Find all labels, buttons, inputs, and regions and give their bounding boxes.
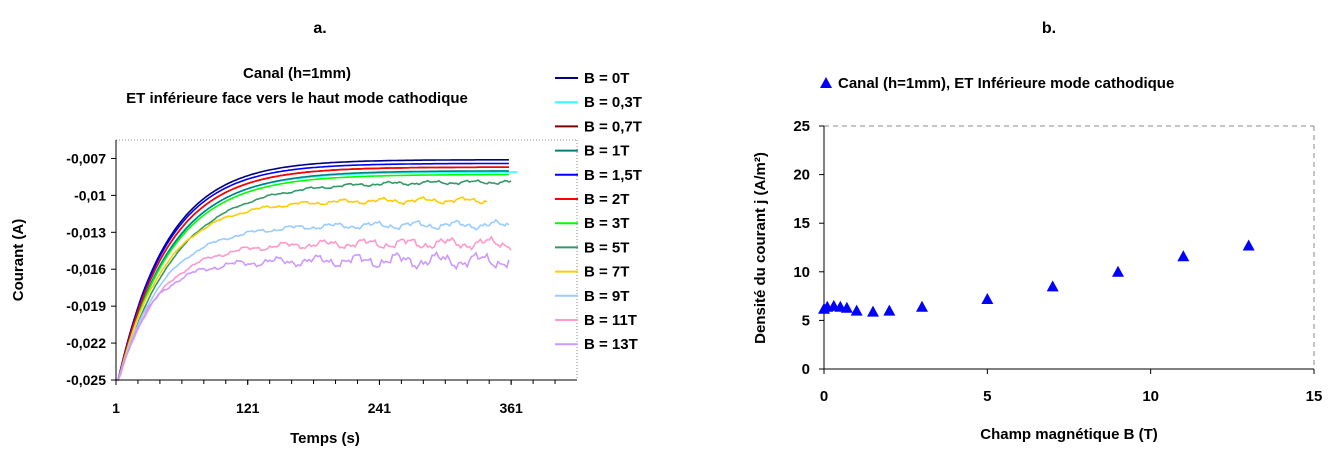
series-line-b-11t (116, 235, 512, 381)
y-tick-label: 20 (793, 167, 810, 184)
y-tick-label: -0,022 (66, 335, 106, 351)
series-line-b-9t (116, 218, 510, 381)
chart-b-xlabel: Champ magnétique B (T) (980, 426, 1158, 443)
panel-a-label: a. (313, 20, 326, 37)
data-point (867, 305, 879, 317)
chart-b-points (818, 239, 1255, 317)
y-tick-label: -0,019 (66, 298, 106, 314)
y-tick-label: -0,007 (66, 150, 106, 166)
x-tick-label: 361 (499, 400, 523, 416)
chart-a-x-ticks: 1 121 241 361 (112, 380, 523, 416)
x-tick-label: 15 (1306, 388, 1323, 405)
series-line-b-1t (116, 170, 509, 381)
legend-label: B = 0,3T (584, 94, 642, 111)
chart-a-title-line2: ET inférieure face vers le haut mode cat… (126, 90, 468, 107)
chart-a-series-group (115, 159, 518, 381)
chart-b-legend-marker (820, 77, 832, 88)
data-point (1177, 250, 1190, 262)
chart-a-xlabel: Temps (s) (290, 430, 360, 447)
chart-a-ylabel: Courant (A) (10, 219, 27, 302)
legend-label: B = 2T (584, 191, 629, 208)
legend-label: B = 7T (584, 264, 629, 281)
series-line-b-2t (116, 166, 509, 381)
chart-b-x-ticks: 0 5 10 15 (820, 369, 1323, 405)
legend-label: B = 1T (584, 143, 629, 160)
legend-label: B = 1,5T (584, 167, 642, 184)
chart-b: b. Canal (h=1mm), ET Inférieure mode cat… (752, 20, 1322, 443)
data-point (916, 300, 928, 312)
y-tick-label: -0,01 (74, 187, 106, 203)
series-line-b-7t (116, 195, 488, 381)
legend-label: B = 11T (584, 312, 637, 329)
series-line-b-13t (116, 250, 510, 381)
x-tick-label: 121 (236, 400, 260, 416)
legend-label: B = 0,7T (584, 118, 642, 135)
chart-b-ylabel: Densité du courant j (A/m²) (752, 152, 769, 344)
y-tick-label: 5 (802, 312, 810, 329)
legend-label: B = 0T (584, 70, 629, 87)
data-point (1046, 280, 1059, 292)
data-point (981, 293, 994, 305)
chart-a-title-line1: Canal (h=1mm) (243, 65, 351, 82)
series-line-b-1-5t (116, 162, 509, 381)
y-tick-label: -0,013 (66, 224, 106, 240)
x-tick-label: 241 (368, 400, 392, 416)
y-tick-label: 10 (793, 264, 810, 281)
data-point (850, 304, 863, 316)
x-tick-label: 10 (1142, 388, 1159, 405)
series-line-b-0-7t (116, 166, 509, 381)
y-tick-label: -0,016 (66, 261, 106, 277)
panel-b-label: b. (1042, 20, 1056, 37)
data-point (1242, 239, 1255, 251)
y-tick-label: 25 (793, 118, 810, 135)
data-point (1112, 265, 1124, 277)
legend-label: B = 13T (584, 336, 638, 353)
chart-b-legend-label: Canal (h=1mm), ET Inférieure mode cathod… (838, 75, 1174, 92)
x-tick-label: 5 (983, 388, 991, 405)
legend-label: B = 5T (584, 239, 629, 256)
data-point (883, 304, 896, 316)
chart-b-y-ticks: 0 5 10 15 20 25 (793, 118, 824, 378)
series-line-b-3t (116, 173, 509, 381)
y-tick-label: 0 (802, 361, 810, 378)
series-line-b-5t (116, 179, 512, 381)
chart-a-y-ticks: -0,007 -0,01 -0,013 -0,016 -0,019 -0,022 -0,02… (66, 150, 116, 388)
series-line-b-0t (115, 159, 509, 381)
x-tick-label: 0 (820, 388, 828, 405)
data-point (840, 301, 853, 313)
legend-label: B = 3T (584, 215, 629, 232)
x-tick-label: 1 (112, 400, 120, 416)
chart-a: a. Canal (h=1mm) ET inférieure face vers… (10, 20, 642, 447)
chart-a-legend: B = 0T B = 0,3T B = 0,7T B = 1T B = 1,5T B = … (555, 70, 642, 353)
y-tick-label: 15 (793, 215, 810, 232)
chart-a-minor-ticks (137, 380, 556, 384)
legend-label: B = 9T (584, 288, 629, 305)
y-tick-label: -0,025 (66, 372, 106, 388)
